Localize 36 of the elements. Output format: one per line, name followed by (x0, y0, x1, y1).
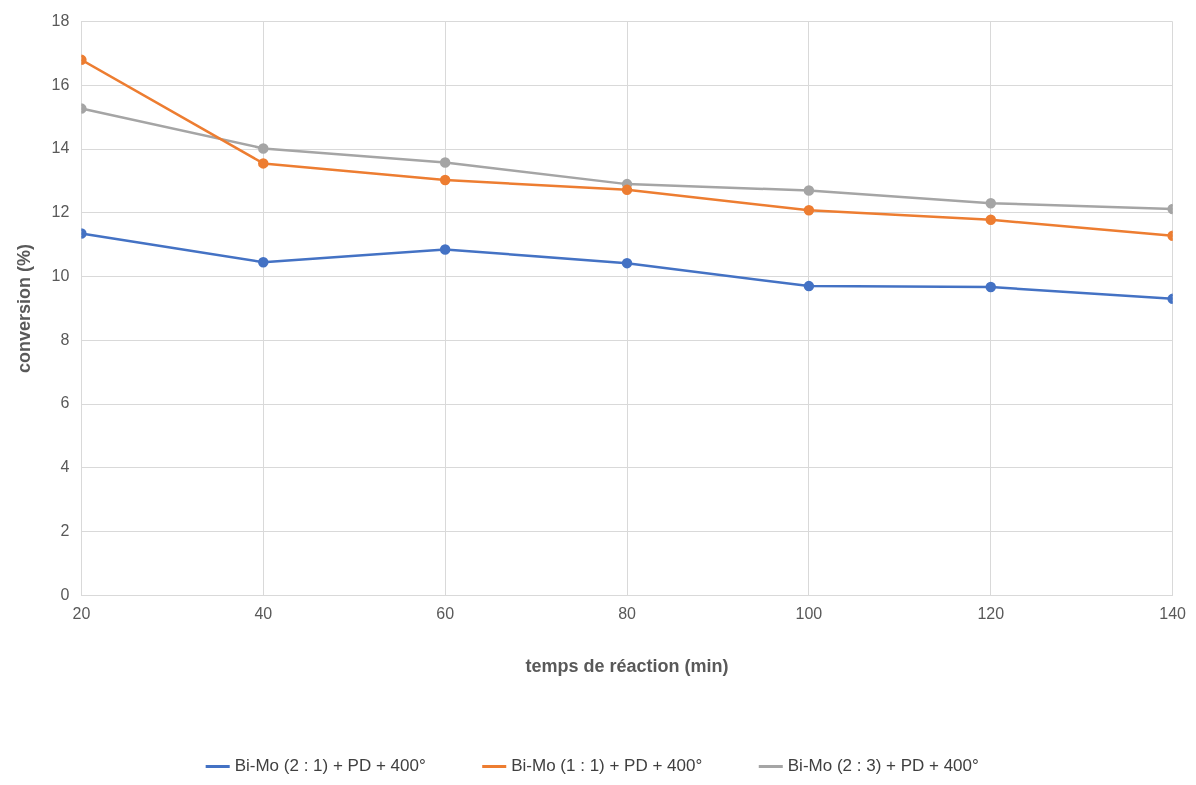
y-tick-label: 10 (51, 266, 70, 284)
point (439, 174, 451, 186)
y-tick-label: 4 (60, 458, 70, 476)
y-tick-label: 14 (51, 139, 70, 157)
x-tick-label: 60 (436, 605, 455, 623)
y-axis-title: conversion (%) (13, 243, 34, 373)
x-tick-label: 40 (254, 605, 273, 623)
x-tick-label: 80 (618, 605, 637, 623)
y-tick-label: 8 (60, 330, 70, 348)
legend-label: Bi-Mo (2 : 1) + PD + 400° (234, 756, 426, 776)
y-tick-label: 6 (60, 394, 70, 412)
point (985, 197, 997, 209)
point (985, 281, 997, 293)
legend-label: Bi-Mo (1 : 1) + PD + 400° (511, 756, 703, 776)
point (439, 157, 451, 168)
point (803, 205, 815, 216)
point (258, 256, 269, 268)
x-tick-label: 140 (1159, 605, 1187, 623)
y-tick-label: 12 (51, 203, 70, 221)
point (258, 143, 269, 154)
point (985, 214, 997, 226)
y-tick-label: 0 (60, 585, 70, 603)
legend-label: Bi-Mo (2 : 3) + PD + 400° (787, 756, 979, 776)
point (621, 257, 633, 269)
x-axis-title: temps de réaction (min) (525, 656, 729, 677)
x-tick-label: 120 (977, 605, 1005, 623)
point (621, 184, 633, 196)
y-tick-label: 18 (51, 12, 70, 30)
point (439, 244, 451, 255)
point (803, 280, 815, 292)
x-tick-label: 100 (795, 605, 823, 623)
y-tick-label: 2 (60, 521, 70, 539)
point (803, 185, 815, 196)
point (258, 158, 269, 169)
y-tick-label: 16 (51, 75, 70, 93)
x-tick-label: 20 (72, 605, 91, 623)
